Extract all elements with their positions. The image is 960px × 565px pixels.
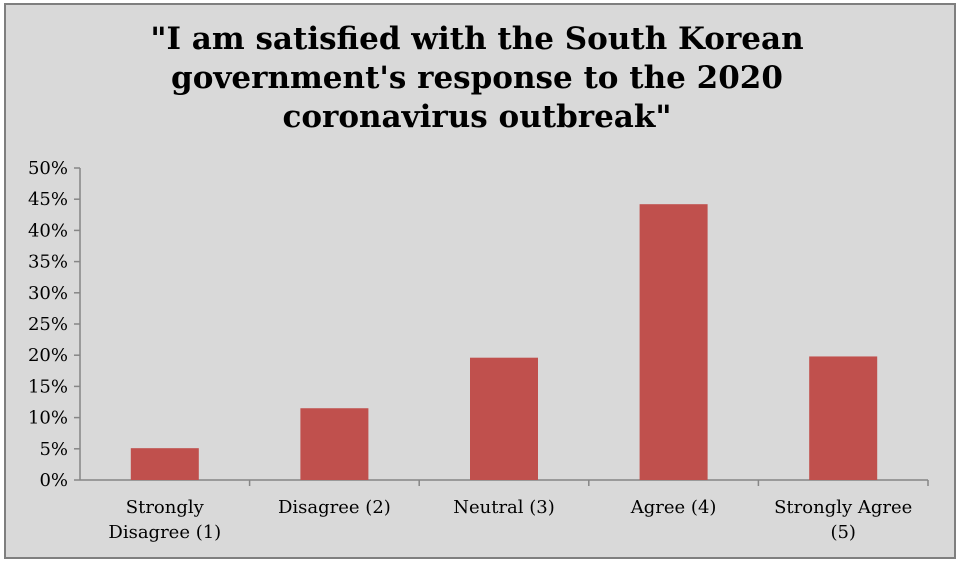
chart-title-line-3: coronavirus outbreak": [282, 99, 672, 135]
x-category-label: Neutral (3): [453, 497, 555, 518]
bar: [809, 356, 878, 480]
y-tick-label: 0%: [39, 470, 68, 491]
bar: [639, 204, 708, 480]
x-category-label: Disagree (2): [278, 497, 391, 518]
chart-title-line-2: government's response to the 2020: [171, 60, 783, 96]
y-tick-label: 45%: [28, 189, 68, 210]
chart-title-line-1: "I am satisfied with the South Korean: [150, 21, 804, 57]
x-category-label: Agree (4): [630, 497, 717, 518]
x-category-label: Strongly Agree (5): [774, 497, 912, 543]
y-tick-label: 20%: [28, 345, 68, 366]
y-tick-label: 10%: [28, 408, 68, 429]
bar: [130, 448, 199, 480]
bars: [130, 204, 878, 480]
y-tick-label: 40%: [28, 220, 68, 241]
y-tick-label: 50%: [28, 158, 68, 179]
y-tick-label: 15%: [28, 376, 68, 397]
bar: [300, 408, 369, 480]
y-tick-label: 25%: [28, 314, 68, 335]
y-tick-label: 35%: [28, 252, 68, 273]
x-category-label: Strongly Disagree (1): [108, 497, 221, 543]
chart-title: "I am satisfied with the South Korean go…: [0, 20, 954, 137]
bar: [470, 357, 538, 480]
y-tick-label: 30%: [28, 283, 68, 304]
y-tick-label: 5%: [39, 439, 68, 460]
axis-labels: 0% 5% 10% 15% 20% 25% 30% 35% 40% 45% 50% Strongly D…: [28, 158, 912, 543]
